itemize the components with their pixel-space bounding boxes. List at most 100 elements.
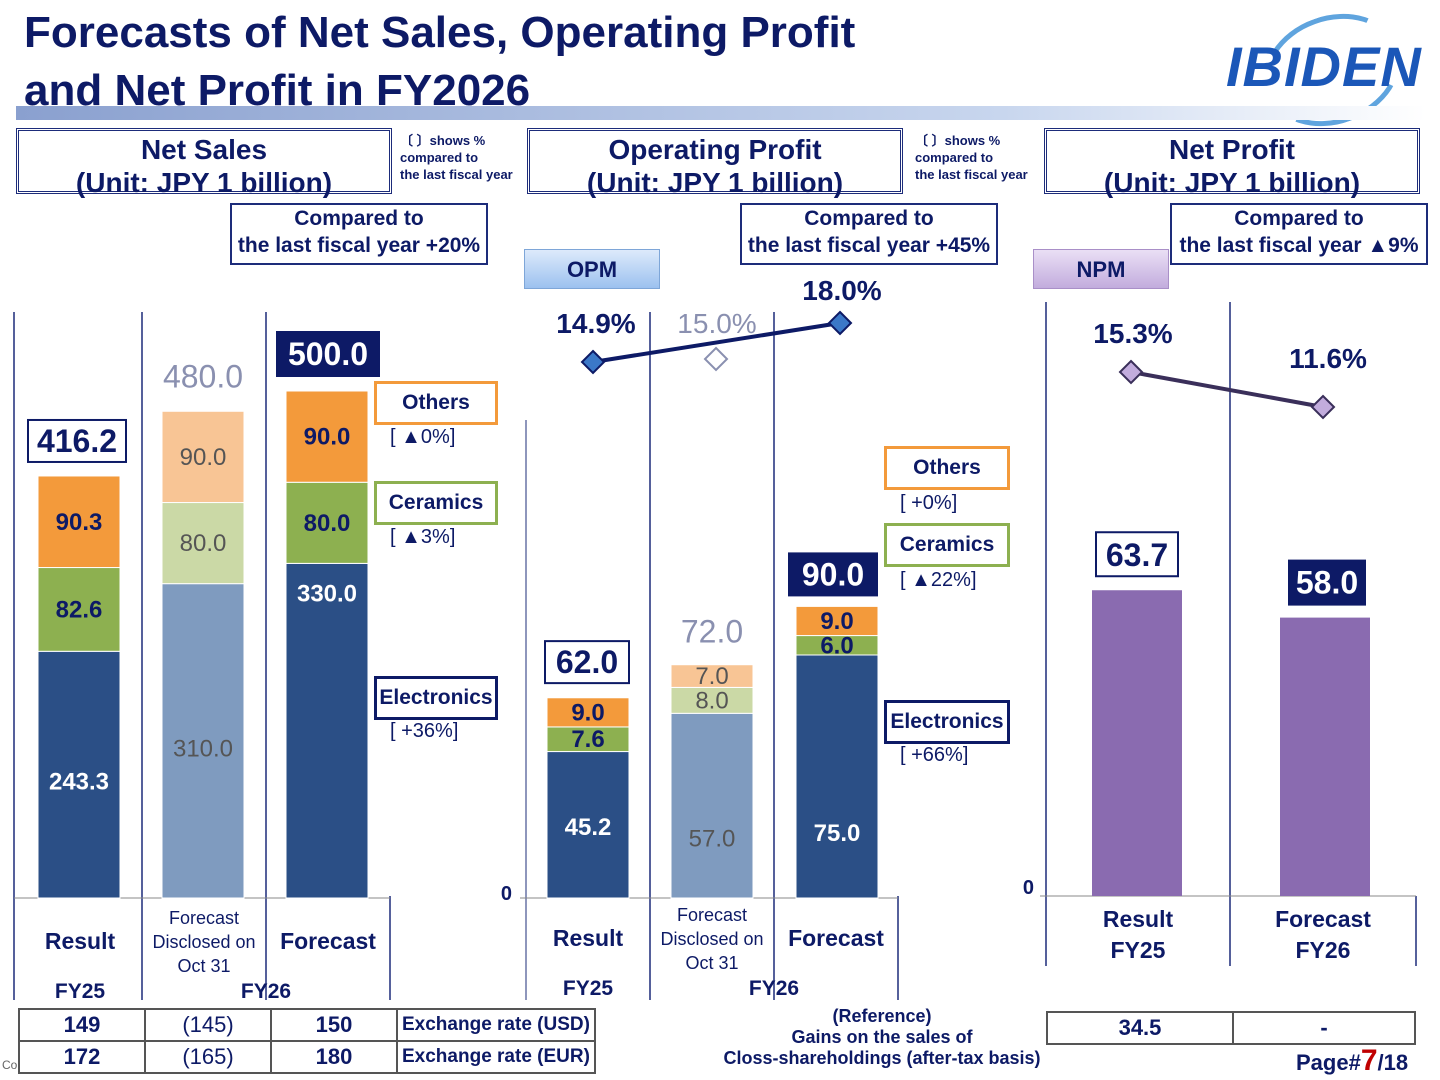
page-current: 7	[1360, 1044, 1378, 1077]
ns-total-box	[276, 331, 380, 377]
np-total-label: 63.7	[1106, 537, 1168, 573]
ns-legend-electronics-pct: [ +36%]	[390, 720, 459, 742]
ns-legend-others-pct: [ ▲0%]	[390, 426, 456, 448]
cat-line-1: Forecast	[168, 908, 240, 928]
yoy-line-2: the last fiscal year +20%	[237, 234, 481, 257]
eur-forecast: 180	[270, 1040, 398, 1074]
usd-label: Exchange rate (USD)	[396, 1008, 596, 1042]
op-total-label: 90.0	[802, 556, 864, 592]
ns-legend-ceramics-pct: [ ▲3%]	[390, 526, 456, 548]
yoy-line-2: the last fiscal year +45%	[747, 234, 991, 257]
op-total-box	[788, 552, 878, 597]
ns-legend-ceramics: Ceramics	[374, 481, 498, 525]
ns-total-label: 416.2	[37, 423, 117, 459]
reference-line-3: Closs-shareholdings (after-tax basis)	[723, 1048, 1041, 1068]
op-fy25: FY25	[562, 977, 614, 1000]
title-line-1: Forecasts of Net Sales, Operating Profit	[24, 8, 856, 57]
net-profit-title: Net Profit	[1169, 134, 1295, 165]
operating-profit-note: 〔 〕shows % compared to the last fiscal y…	[915, 132, 1028, 183]
table-row: 34.5 -	[1046, 1011, 1416, 1045]
op-bar-electronics	[546, 751, 630, 899]
net-sales-note: 〔 〕shows % compared to the last fiscal y…	[400, 132, 513, 183]
op-data-label: 9.0	[820, 608, 853, 635]
op-data-label: 8.0	[695, 687, 728, 714]
ns-data-label: 90.3	[56, 509, 103, 536]
note-line-1: 〔 〕shows %	[915, 133, 1001, 148]
ns-bar-electronics	[161, 583, 245, 899]
np-total-box	[1095, 531, 1179, 578]
net-profit-yoy-box: Compared to the last fiscal year ▲9%	[1170, 203, 1428, 265]
np-total-label: 58.0	[1296, 565, 1358, 601]
reference-line-2: Gains on the sales of	[791, 1027, 973, 1047]
npm-marker	[1310, 394, 1336, 420]
ns-bar-electronics	[37, 650, 121, 899]
ns-data-label: 80.0	[180, 530, 227, 557]
op-legend-electronics: Electronics	[884, 700, 1010, 744]
ns-total-box	[27, 418, 127, 463]
opm-label: 14.9%	[556, 308, 635, 339]
ns-cat-forecast: Forecast	[280, 928, 376, 954]
ns-bar-ceramics	[285, 481, 369, 564]
eur-label: Exchange rate (EUR)	[396, 1040, 596, 1074]
ns-bar-ceramics	[161, 502, 245, 585]
op-bar-others	[670, 664, 754, 688]
operating-profit-title: Operating Profit	[608, 134, 822, 165]
op-zero-label: 0	[501, 883, 512, 905]
yoy-line-2: the last fiscal year ▲9%	[1179, 234, 1419, 257]
ns-bar-others	[161, 410, 245, 504]
np-zero-label: 0	[1023, 877, 1034, 899]
net-sales-yoy-box: Compared to the last fiscal year +20%	[230, 203, 488, 265]
npm-label: 11.6%	[1289, 343, 1367, 374]
opm-marker	[827, 310, 853, 336]
page-prefix: Page#	[1296, 1050, 1361, 1075]
op-bar-electronics	[670, 712, 754, 899]
op-data-label: 45.2	[565, 814, 612, 841]
reference-line-1: (Reference)	[832, 1006, 932, 1026]
page-title: Forecasts of Net Sales, Operating Profit…	[24, 4, 855, 120]
cat-line-2: FY26	[1295, 937, 1351, 963]
yoy-line-1: Compared to	[294, 207, 424, 230]
ns-cat-result: Result	[44, 928, 116, 954]
note-line-3: the last fiscal year	[400, 167, 513, 182]
np-cat-result: Result FY25	[1046, 904, 1230, 966]
reference-fy25: 34.5	[1046, 1011, 1234, 1045]
ns-bar-others	[37, 475, 121, 569]
np-bar	[1092, 590, 1182, 896]
net-sales-header: Net Sales (Unit: JPY 1 billion)	[16, 128, 392, 198]
eur-fy25: 172	[18, 1040, 146, 1074]
op-total-box	[544, 640, 630, 685]
ns-data-label: 310.0	[173, 736, 233, 763]
ns-data-label: 80.0	[304, 510, 351, 537]
footer-fragment: Co	[2, 1058, 18, 1072]
ns-data-label: 90.0	[180, 444, 227, 471]
page-number: Page#7/18	[1296, 1044, 1408, 1078]
cat-line-3: Oct 31	[177, 956, 231, 976]
cat-line-2: Disclosed on	[660, 929, 764, 949]
op-legend-ceramics: Ceramics	[884, 523, 1010, 567]
usd-disclosed: (145)	[144, 1008, 272, 1042]
op-bar-others	[546, 697, 630, 728]
table-row: 172 (165) 180 Exchange rate (EUR)	[18, 1040, 596, 1074]
usd-forecast: 150	[270, 1008, 398, 1042]
net-profit-unit: (Unit: JPY 1 billion)	[1103, 167, 1361, 198]
op-fy26: FY26	[748, 977, 800, 1000]
opm-label: OPM	[524, 249, 660, 289]
op-legend-ceramics-pct: [ ▲22%]	[900, 569, 977, 591]
operating-profit-header: Operating Profit (Unit: JPY 1 billion)	[527, 128, 903, 198]
op-cat-result: Result	[552, 925, 624, 951]
ns-legend-electronics: Electronics	[374, 676, 498, 720]
npm-marker	[1118, 359, 1144, 385]
ns-legend-others: Others	[374, 381, 498, 425]
ns-data-label: 330.0	[297, 580, 357, 607]
note-line-2: compared to	[400, 150, 479, 165]
usd-fy25: 149	[18, 1008, 146, 1042]
opm-marker	[703, 346, 729, 372]
op-data-label: 6.0	[820, 632, 853, 659]
opm-label: 15.0%	[677, 308, 756, 339]
title-rule	[16, 106, 1426, 120]
ns-data-label: 82.6	[56, 596, 103, 623]
cat-line-2: Disclosed on	[152, 932, 256, 952]
ns-data-label: 243.3	[49, 768, 109, 795]
op-bar-others	[795, 605, 879, 637]
